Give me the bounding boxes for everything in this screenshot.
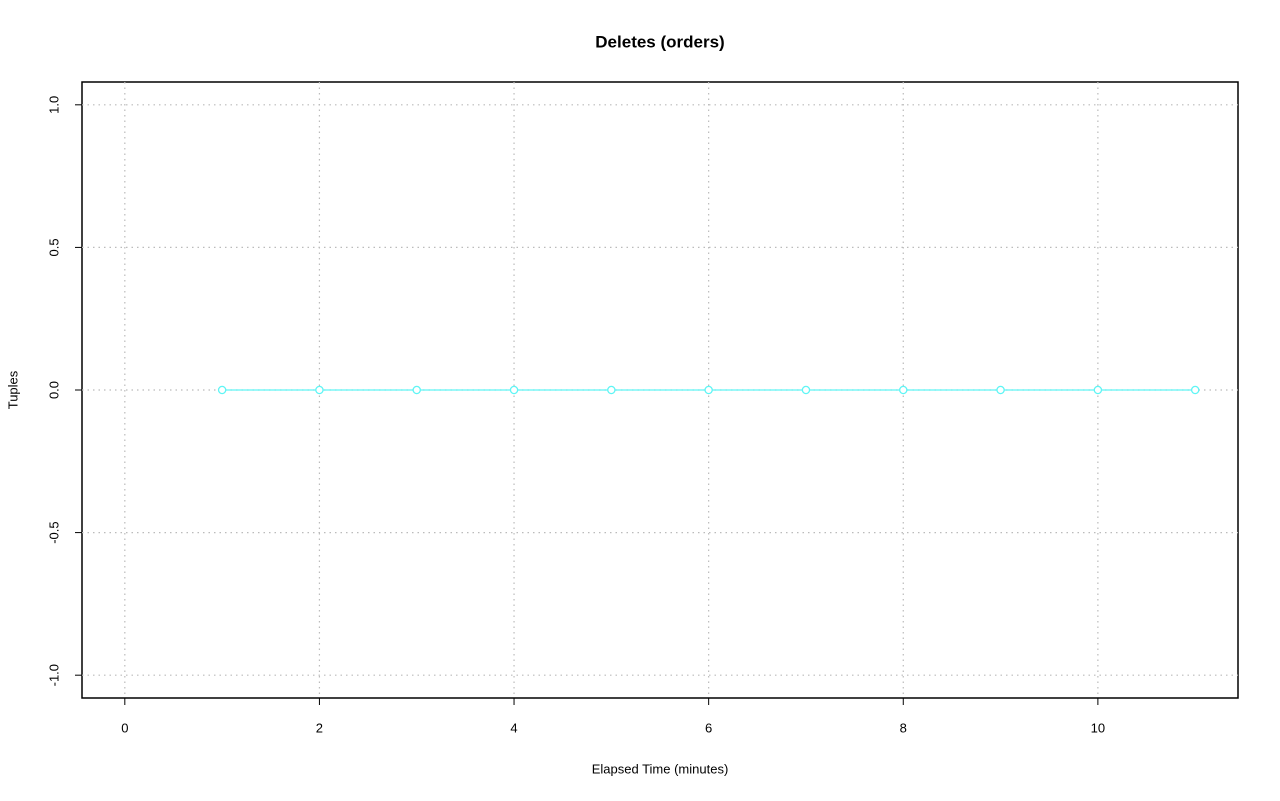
point: [899, 385, 908, 395]
point: [412, 385, 421, 395]
point: [704, 385, 713, 395]
x-tick-label: 6: [705, 720, 712, 735]
x-tick-label: 0: [121, 720, 128, 735]
y-tick-label: -0.5: [46, 521, 61, 543]
point: [315, 385, 324, 395]
y-tick-label: 0.0: [46, 381, 61, 399]
point: [801, 385, 811, 395]
point: [509, 385, 519, 395]
point: [217, 385, 227, 395]
chart-title: Deletes (orders): [595, 32, 724, 51]
point: [996, 385, 1005, 395]
point: [1190, 385, 1200, 395]
x-tick-label: 10: [1091, 720, 1105, 735]
y-tick-label: -1.0: [46, 664, 61, 686]
x-tick-label: 8: [900, 720, 907, 735]
point: [1093, 385, 1103, 395]
x-tick-label: 4: [510, 720, 517, 735]
y-tick-label: 1.0: [46, 96, 61, 114]
y-axis-label: Tuples: [5, 370, 20, 409]
point: [607, 385, 616, 395]
x-tick-label: 2: [316, 720, 323, 735]
y-tick-label: 0.5: [46, 238, 61, 256]
x-axis-label: Elapsed Time (minutes): [592, 761, 729, 776]
